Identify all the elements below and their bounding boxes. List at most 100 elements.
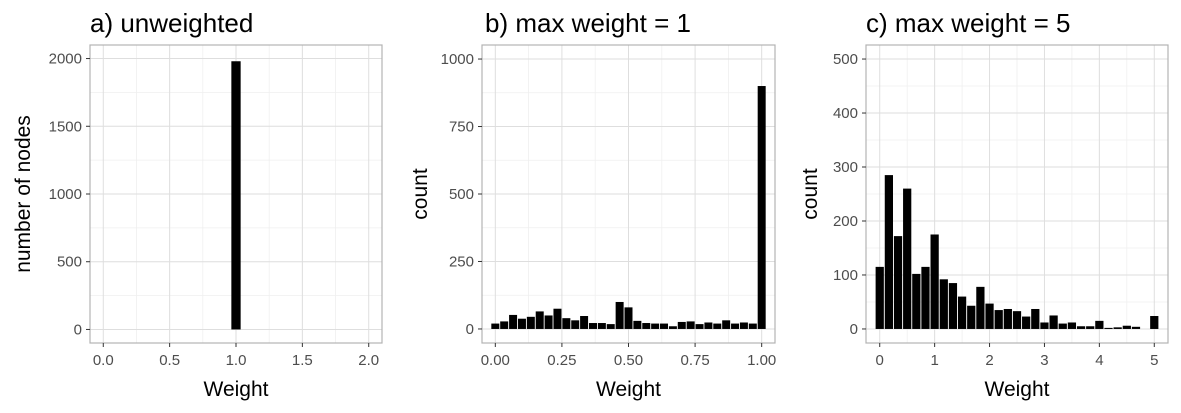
x-axis-title: Weight bbox=[204, 378, 269, 401]
bar bbox=[491, 323, 500, 329]
y-tick-label: 250 bbox=[449, 253, 474, 270]
y-tick-label: 1000 bbox=[441, 51, 474, 68]
x-tick-label: 5 bbox=[1150, 352, 1158, 369]
x-tick-label: 1 bbox=[930, 352, 938, 369]
bar bbox=[722, 320, 731, 329]
panel-1: 0.0 0.5 1.0 1.5 2.0 0 500 1000 1500 2000 a) unweig… bbox=[12, 8, 383, 401]
bar bbox=[606, 324, 615, 329]
bar bbox=[668, 326, 677, 329]
bar bbox=[677, 321, 686, 329]
y-axis: 0 100 200 300 400 500 bbox=[833, 51, 866, 338]
bar bbox=[1113, 327, 1122, 329]
x-tick-label: 1.00 bbox=[747, 352, 776, 369]
x-tick-label: 0.00 bbox=[481, 352, 510, 369]
bar bbox=[967, 305, 976, 329]
x-tick-label: 2.0 bbox=[358, 352, 379, 369]
y-tick-label: 100 bbox=[833, 267, 858, 284]
bar bbox=[642, 323, 651, 329]
x-axis-title: Weight bbox=[985, 378, 1050, 401]
bar bbox=[588, 323, 597, 329]
panel-title: a) unweighted bbox=[90, 8, 253, 38]
x-axis: 0.00 0.25 0.50 0.75 1.00 bbox=[481, 343, 776, 369]
x-tick-label: 1.0 bbox=[226, 352, 247, 369]
bar bbox=[875, 266, 884, 329]
y-tick-label: 0 bbox=[74, 321, 82, 338]
bar bbox=[624, 307, 633, 329]
x-tick-label: 0.50 bbox=[614, 352, 643, 369]
bar bbox=[994, 310, 1003, 329]
bar bbox=[1122, 325, 1131, 329]
bar bbox=[553, 308, 562, 329]
bar bbox=[739, 322, 748, 329]
bar bbox=[517, 318, 526, 329]
bar bbox=[580, 316, 589, 329]
gridlines bbox=[866, 45, 1168, 343]
bar bbox=[930, 234, 939, 329]
bar bbox=[748, 323, 757, 329]
bar bbox=[903, 188, 912, 329]
bar bbox=[651, 323, 660, 329]
bar bbox=[231, 61, 241, 330]
bar bbox=[526, 316, 535, 329]
bar bbox=[695, 324, 704, 329]
x-tick-label: 0.75 bbox=[680, 352, 709, 369]
x-tick-label: 1.5 bbox=[292, 352, 313, 369]
x-axis: 0.0 0.5 1.0 1.5 2.0 bbox=[93, 343, 379, 369]
bar bbox=[912, 273, 921, 329]
bar bbox=[597, 323, 606, 329]
y-tick-label: 1000 bbox=[49, 186, 82, 203]
y-tick-label: 2000 bbox=[49, 51, 82, 68]
bar bbox=[1095, 320, 1104, 329]
bar bbox=[1104, 327, 1113, 329]
bar bbox=[660, 323, 669, 329]
x-tick-label: 0.0 bbox=[93, 352, 114, 369]
x-tick-label: 3 bbox=[1040, 352, 1048, 369]
y-tick-label: 300 bbox=[833, 159, 858, 176]
bar bbox=[615, 301, 624, 329]
x-axis: 0 1 2 3 4 5 bbox=[876, 343, 1158, 369]
bar bbox=[713, 323, 722, 329]
bar bbox=[948, 283, 958, 329]
bar bbox=[686, 321, 695, 329]
bar bbox=[757, 86, 766, 329]
bar bbox=[921, 266, 930, 329]
y-axis-title: number of nodes bbox=[12, 115, 35, 273]
bar bbox=[535, 311, 544, 329]
bar bbox=[1040, 322, 1049, 329]
x-tick-label: 0.25 bbox=[547, 352, 576, 369]
y-axis: 0 250 500 750 1000 bbox=[441, 51, 482, 338]
x-axis-title: Weight bbox=[596, 378, 661, 401]
bar bbox=[1150, 316, 1159, 329]
y-tick-label: 200 bbox=[833, 213, 858, 230]
bar bbox=[957, 296, 967, 329]
x-tick-label: 4 bbox=[1095, 352, 1103, 369]
bar bbox=[976, 286, 985, 329]
bar bbox=[1131, 326, 1141, 329]
bar bbox=[1086, 326, 1095, 329]
panel-title: c) max weight = 5 bbox=[866, 8, 1070, 38]
bar bbox=[1003, 308, 1012, 329]
y-tick-label: 0 bbox=[466, 321, 474, 338]
bar bbox=[939, 279, 948, 329]
y-tick-label: 500 bbox=[449, 186, 474, 203]
panel-title: b) max weight = 1 bbox=[485, 8, 691, 38]
panel-3: 0 1 2 3 4 5 0 100 200 300 400 500 c) max weight = 5 W… bbox=[799, 8, 1169, 401]
bar bbox=[1049, 315, 1058, 329]
bar bbox=[985, 303, 994, 329]
bar bbox=[704, 322, 713, 329]
y-tick-label: 500 bbox=[57, 254, 82, 271]
bar bbox=[500, 321, 509, 329]
y-tick-label: 750 bbox=[449, 119, 474, 136]
bar bbox=[893, 236, 903, 329]
gridlines bbox=[482, 45, 775, 343]
y-tick-label: 400 bbox=[833, 105, 858, 122]
y-tick-label: 500 bbox=[833, 51, 858, 68]
panel-2: 0.00 0.25 0.50 0.75 1.00 0 250 500 750 1000 b) max… bbox=[409, 8, 776, 401]
bar bbox=[509, 314, 518, 329]
bar bbox=[1012, 311, 1022, 329]
bar bbox=[1058, 323, 1067, 329]
bar bbox=[1067, 322, 1077, 329]
x-tick-label: 0.5 bbox=[159, 352, 180, 369]
bar bbox=[1031, 308, 1040, 329]
